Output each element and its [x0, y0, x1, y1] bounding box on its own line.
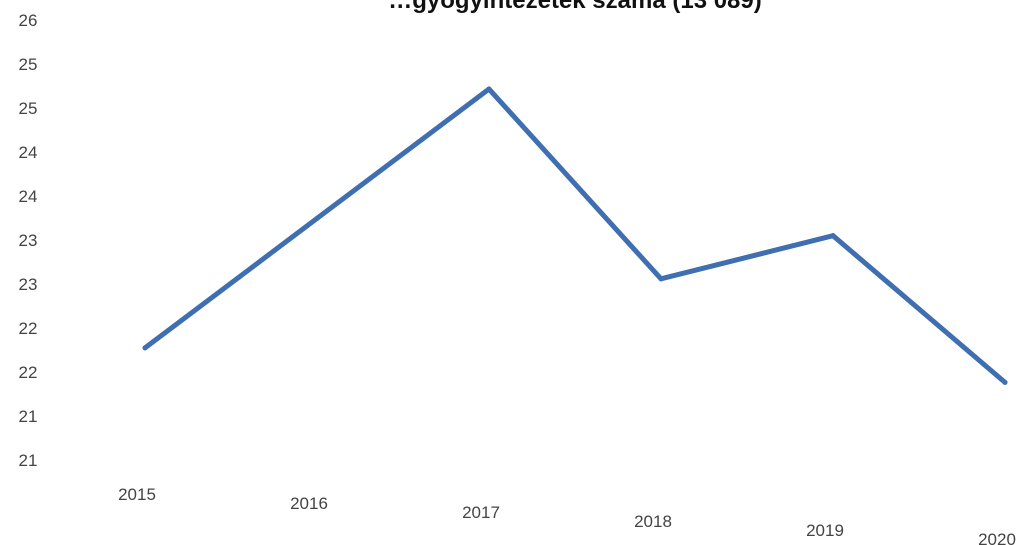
- plot-area: [142, 86, 1008, 385]
- x-tick-label: 2016: [290, 494, 328, 513]
- y-tick-label: 26: [19, 11, 38, 30]
- y-tick-label: 22: [19, 363, 38, 382]
- data-point: [142, 345, 148, 351]
- x-tick-label: 2015: [118, 485, 156, 504]
- series-line: [142, 86, 1008, 385]
- data-point: [658, 276, 664, 282]
- x-tick-label: 2018: [634, 512, 672, 531]
- y-tick-label: 25: [19, 99, 38, 118]
- data-point: [314, 215, 320, 221]
- x-tick-label: 2019: [806, 521, 844, 540]
- y-tick-label: 23: [19, 231, 38, 250]
- chart-title: …gyógyintézetek száma (13 089): [388, 0, 762, 14]
- x-axis: 2015 2016 2017 2018 2019 2020: [118, 485, 1016, 545]
- y-tick-label: 21: [19, 451, 38, 470]
- y-tick-label: 25: [19, 55, 38, 74]
- y-tick-label: 21: [19, 407, 38, 426]
- y-axis: 26 25 25 24 24 23 23 22 22 21 21: [19, 11, 38, 470]
- x-tick-label: 2020: [978, 530, 1016, 545]
- data-point: [1002, 379, 1008, 385]
- data-point: [830, 233, 836, 239]
- x-tick-label: 2017: [462, 503, 500, 522]
- y-tick-label: 24: [19, 143, 38, 162]
- y-tick-label: 23: [19, 275, 38, 294]
- y-tick-label: 24: [19, 187, 38, 206]
- y-tick-label: 22: [19, 319, 38, 338]
- data-point: [486, 86, 492, 92]
